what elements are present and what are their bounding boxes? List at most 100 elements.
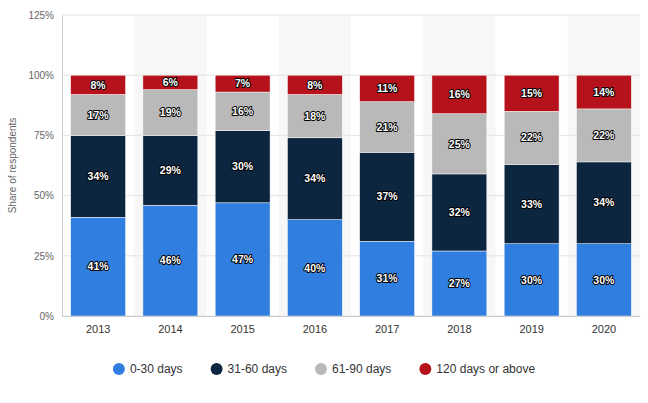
y-axis: 0%25%50%75%100%125% <box>28 10 62 322</box>
x-tick-label: 2016 <box>303 323 327 335</box>
bar <box>143 75 198 89</box>
column-band <box>279 15 351 316</box>
bar-series <box>71 75 632 114</box>
data-label: 22% <box>521 131 543 143</box>
y-tick: 75% <box>34 130 62 141</box>
data-label: 30% <box>521 274 543 286</box>
legend-label: 31-60 days <box>228 362 287 376</box>
data-label: 16% <box>232 105 254 117</box>
y-tick-label: 125% <box>28 10 54 21</box>
data-label: 25% <box>449 138 471 150</box>
bar <box>71 94 126 135</box>
x-tick-label: 2013 <box>86 323 110 335</box>
y-tick-label: 100% <box>28 70 54 81</box>
data-label: 32% <box>449 206 471 218</box>
bar <box>71 217 126 316</box>
y-axis-title: Share of respondents <box>7 118 18 214</box>
data-label: 37% <box>377 190 399 202</box>
legend-item: 31-60 days <box>211 362 287 376</box>
column-bands <box>134 15 640 316</box>
bar <box>287 75 342 94</box>
data-label: 15% <box>521 87 543 99</box>
bar <box>71 75 126 94</box>
x-tick: 2016 <box>303 316 327 335</box>
bars <box>71 75 632 316</box>
data-label: 34% <box>88 170 110 182</box>
column-band <box>134 15 206 316</box>
data-label: 29% <box>160 164 182 176</box>
bar <box>143 135 198 205</box>
bar <box>504 164 559 243</box>
bar <box>360 241 415 316</box>
x-tick-label: 2014 <box>158 323 182 335</box>
bar <box>143 90 198 136</box>
bar <box>215 92 270 131</box>
bar <box>215 203 270 316</box>
data-label: 34% <box>304 172 326 184</box>
bar <box>215 131 270 203</box>
bar <box>432 114 487 174</box>
y-tick: 125% <box>28 10 62 21</box>
data-label: 41% <box>88 260 110 272</box>
legend-label: 120 days or above <box>436 362 535 376</box>
bar <box>143 205 198 316</box>
legend-item: 61-90 days <box>315 362 391 376</box>
column-band <box>423 15 495 316</box>
legend: 0-30 days 31-60 days 61-90 days 120 days or… <box>113 362 536 376</box>
x-tick-label: 2018 <box>447 323 471 335</box>
y-tick: 25% <box>34 250 62 261</box>
x-tick-label: 2019 <box>519 323 543 335</box>
bar <box>360 75 415 101</box>
x-tick: 2020 <box>592 316 616 335</box>
legend-swatch <box>211 363 223 375</box>
data-label: 21% <box>377 121 399 133</box>
data-label: 8% <box>307 79 323 91</box>
x-tick: 2019 <box>519 316 543 335</box>
bar <box>432 251 487 316</box>
bar <box>576 109 631 162</box>
data-label: 8% <box>91 79 107 91</box>
x-tick: 2015 <box>230 316 254 335</box>
data-label: 47% <box>232 253 254 265</box>
grid <box>62 15 640 316</box>
legend-item: 120 days or above <box>419 362 535 376</box>
data-label: 6% <box>163 76 179 88</box>
x-tick: 2014 <box>158 316 182 335</box>
y-tick-label: 25% <box>34 250 54 261</box>
data-label: 22% <box>593 129 615 141</box>
bar <box>432 174 487 251</box>
bar <box>215 75 270 92</box>
data-label: 16% <box>449 88 471 100</box>
bar <box>504 111 559 164</box>
x-tick-label: 2017 <box>375 323 399 335</box>
data-label: 17% <box>88 109 110 121</box>
x-axis: 2013 2014 2015 2016 2017 2018 2019 2020 <box>63 316 641 335</box>
data-label: 46% <box>160 254 182 266</box>
legend-swatch <box>419 363 431 375</box>
y-tick: 100% <box>28 70 62 81</box>
bar <box>576 244 631 316</box>
bar <box>71 135 126 217</box>
y-axis-line <box>62 16 63 317</box>
data-label: 30% <box>232 160 254 172</box>
grid-line <box>62 15 640 16</box>
data-label: 18% <box>304 110 326 122</box>
x-tick: 2018 <box>447 316 471 335</box>
data-label: 14% <box>593 86 615 98</box>
bar <box>287 138 342 220</box>
y-tick-label: 75% <box>34 130 54 141</box>
column-band <box>568 15 640 316</box>
y-tick-label: 50% <box>34 190 54 201</box>
data-label: 40% <box>304 262 326 274</box>
chart: 41%46%47%40%31%27%30%30%34%29%30%34%37%3… <box>0 0 648 403</box>
legend-item: 0-30 days <box>113 362 183 376</box>
x-tick-label: 2020 <box>592 323 616 335</box>
data-label: 30% <box>593 274 615 286</box>
bar <box>504 75 559 111</box>
bar <box>360 152 415 241</box>
bar <box>576 162 631 244</box>
data-label: 11% <box>377 82 398 94</box>
legend-label: 0-30 days <box>130 362 183 376</box>
bar <box>576 75 631 109</box>
bar <box>432 75 487 114</box>
